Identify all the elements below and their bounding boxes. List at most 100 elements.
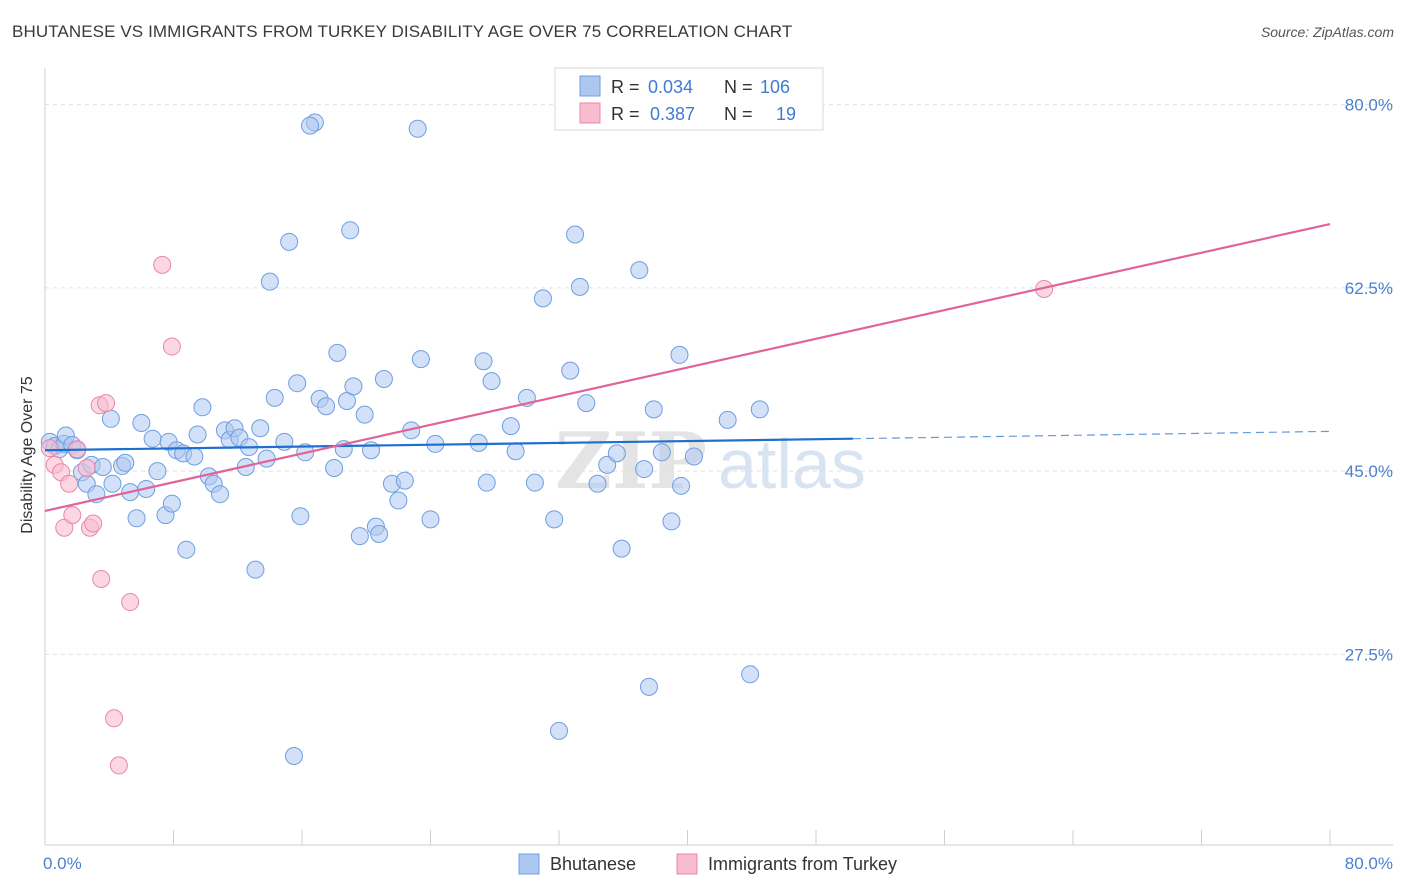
turkey-point <box>162 337 181 356</box>
x-tick-label-min: 0.0% <box>43 854 82 873</box>
bhutanese-point <box>185 447 204 466</box>
legend-swatch-bhutanese <box>579 75 601 97</box>
bhutanese-point <box>635 460 654 479</box>
bhutanese-point <box>193 398 212 417</box>
turkey-point <box>84 514 103 533</box>
bhutanese-point <box>265 388 284 407</box>
y-tick-label: 45.0% <box>1345 462 1393 481</box>
bhutanese-point <box>148 462 167 481</box>
bhutanese-point <box>718 410 737 429</box>
bhutanese-point <box>652 443 671 462</box>
legend-n-label-2: N = <box>724 104 753 124</box>
bhutanese-point <box>630 261 649 280</box>
bhutanese-point <box>639 677 658 696</box>
bottom-legend-swatch-bhutanese <box>518 853 540 875</box>
bhutanese-point <box>288 374 307 393</box>
bhutanese-point <box>317 397 336 416</box>
turkey-point <box>109 756 128 775</box>
x-ticks <box>44 830 1331 845</box>
bhutanese-point <box>474 352 493 371</box>
chart-title: BHUTANESE VS IMMIGRANTS FROM TURKEY DISA… <box>12 22 793 41</box>
bottom-legend-swatch-turkey <box>676 853 698 875</box>
bhutanese-point <box>588 474 607 493</box>
legend-swatch-turkey <box>579 102 601 124</box>
bhutanese-point <box>246 560 265 579</box>
turkey-point <box>121 593 140 612</box>
bhutanese-point <box>607 444 626 463</box>
turkey-points <box>40 255 1054 775</box>
turkey-point <box>55 518 74 537</box>
bhutanese-point <box>644 400 663 419</box>
turkey-point <box>63 506 82 525</box>
bhutanese-point <box>506 442 525 461</box>
bhutanese-point <box>672 476 691 495</box>
bhutanese-point <box>143 429 162 448</box>
turkey-point <box>153 255 172 274</box>
legend-r-label-1: R = <box>611 77 640 97</box>
bhutanese-point <box>477 473 496 492</box>
bhutanese-point <box>501 417 520 436</box>
y-tick-label: 80.0% <box>1345 96 1393 115</box>
bhutanese-point <box>374 370 393 389</box>
legend-r-value-2: 0.387 <box>650 104 695 124</box>
bhutanese-trend-extension <box>852 430 1331 440</box>
bhutanese-point <box>328 343 347 362</box>
y-tick-label: 62.5% <box>1345 279 1393 298</box>
bottom-legend-bhutanese: Bhutanese <box>550 854 636 874</box>
bhutanese-point <box>127 509 146 528</box>
trend-lines <box>44 222 1331 513</box>
turkey-trend-line <box>44 222 1331 513</box>
y-tick-label: 27.5% <box>1345 645 1393 664</box>
x-tick-label-max: 80.0% <box>1345 854 1393 873</box>
turkey-point <box>92 570 111 589</box>
bhutanese-point <box>362 441 381 460</box>
bhutanese-point <box>561 361 580 380</box>
bhutanese-point <box>545 510 564 529</box>
bhutanese-point <box>533 289 552 308</box>
bhutanese-point <box>684 447 703 466</box>
bhutanese-point <box>132 413 151 432</box>
bhutanese-point <box>370 524 389 543</box>
bhutanese-trend-line <box>44 437 853 452</box>
turkey-point <box>105 709 124 728</box>
legend-r-value-1: 0.034 <box>648 77 693 97</box>
bhutanese-point <box>355 405 374 424</box>
bhutanese-point <box>341 221 360 240</box>
bhutanese-point <box>211 485 230 504</box>
bhutanese-point <box>344 377 363 396</box>
legend-n-value-1: 106 <box>760 77 790 97</box>
bhutanese-point <box>93 457 112 476</box>
bhutanese-point <box>103 474 122 493</box>
bhutanese-point <box>389 491 408 510</box>
bhutanese-point <box>284 746 303 765</box>
source-credit: Source: ZipAtlas.com <box>1260 24 1394 40</box>
bhutanese-point <box>291 507 310 526</box>
legend-n-value-2: 19 <box>776 104 796 124</box>
turkey-point <box>77 459 96 478</box>
bhutanese-point <box>260 272 279 291</box>
bhutanese-point <box>177 540 196 559</box>
bhutanese-point <box>395 471 414 490</box>
bhutanese-point <box>662 512 681 531</box>
series-legend: Bhutanese Immigrants from Turkey <box>518 853 897 875</box>
bhutanese-point <box>101 409 120 428</box>
y-tick-labels: 27.5% 45.0% 62.5% 80.0% <box>1345 96 1393 665</box>
bhutanese-point <box>411 350 430 369</box>
bhutanese-points <box>40 113 769 765</box>
bhutanese-point <box>116 453 135 472</box>
turkey-point <box>40 439 59 458</box>
bhutanese-point <box>421 510 440 529</box>
axes <box>44 68 1393 846</box>
bhutanese-point <box>750 400 769 419</box>
legend-r-label-2: R = <box>611 104 640 124</box>
bhutanese-point <box>612 539 631 558</box>
bhutanese-point <box>251 419 270 438</box>
bhutanese-point <box>188 425 207 444</box>
bottom-legend-turkey: Immigrants from Turkey <box>708 854 897 874</box>
turkey-point <box>97 394 116 413</box>
bhutanese-point <box>280 232 299 251</box>
stats-legend: R = 0.034 N = 106 R = 0.387 N = 19 <box>554 67 824 131</box>
bhutanese-point <box>741 665 760 684</box>
legend-n-label-1: N = <box>724 77 753 97</box>
